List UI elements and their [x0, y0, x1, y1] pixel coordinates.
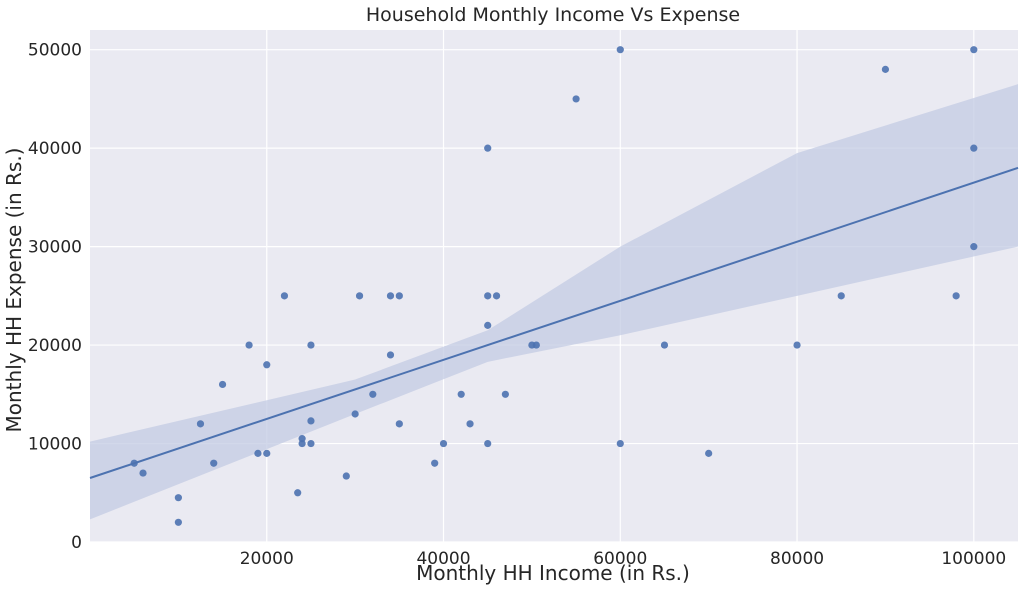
data-point — [484, 321, 492, 329]
data-point — [386, 351, 395, 359]
data-point — [970, 243, 978, 251]
data-point — [307, 341, 315, 349]
data-point — [307, 439, 315, 448]
chart-title: Household Monthly Income Vs Expense — [366, 4, 740, 26]
y-tick-label: 0 — [71, 533, 82, 553]
y-tick-label: 10000 — [28, 435, 82, 455]
data-point — [572, 95, 580, 103]
data-point — [218, 380, 227, 389]
y-tick-label: 20000 — [28, 336, 82, 356]
data-point — [616, 439, 624, 448]
y-tick-label: 50000 — [28, 41, 82, 61]
data-point — [616, 46, 624, 54]
data-points — [130, 46, 978, 526]
data-point — [439, 439, 448, 448]
data-point — [342, 472, 350, 480]
x-tick-label: 60000 — [593, 549, 647, 569]
data-point — [484, 292, 492, 300]
data-point — [210, 459, 218, 467]
data-point — [174, 494, 182, 502]
data-point — [532, 341, 540, 349]
data-point — [196, 420, 205, 428]
data-point — [970, 144, 978, 152]
data-point — [263, 361, 271, 369]
data-point — [174, 518, 182, 526]
data-point — [492, 292, 501, 300]
data-point — [457, 390, 465, 398]
data-point — [705, 449, 713, 457]
x-tick-label: 80000 — [770, 549, 824, 569]
y-tick-label: 30000 — [28, 238, 82, 258]
data-point — [369, 390, 377, 398]
x-tick-labels: 20000 40000 60000 80000 100000 — [240, 549, 1007, 569]
plot-background — [90, 30, 1018, 542]
data-point — [660, 341, 669, 349]
y-tick-labels: 0 10000 20000 30000 40000 50000 — [28, 41, 82, 553]
data-point — [254, 449, 262, 457]
data-point — [351, 410, 359, 418]
data-point — [837, 292, 845, 300]
x-tick-label: 20000 — [240, 549, 294, 569]
data-point — [139, 469, 147, 477]
data-point — [431, 459, 439, 467]
x-tick-label: 100000 — [941, 549, 1006, 569]
data-point — [484, 439, 492, 448]
data-point — [280, 292, 289, 300]
data-point — [484, 144, 492, 152]
y-tick-label: 40000 — [28, 139, 82, 159]
data-point — [386, 292, 395, 300]
data-point — [130, 459, 138, 467]
x-axis-label: Monthly HH Income (in Rs.) — [416, 561, 690, 585]
data-point — [298, 435, 306, 443]
data-point — [307, 417, 315, 425]
confidence-band — [90, 84, 1018, 520]
data-point — [395, 292, 403, 300]
data-point — [970, 46, 978, 54]
data-point — [395, 420, 403, 428]
data-point — [298, 439, 306, 448]
data-point — [245, 341, 253, 349]
data-point — [466, 420, 474, 428]
data-point — [263, 449, 271, 457]
y-axis-label: Monthly HH Expense (in Rs.) — [2, 148, 26, 433]
data-point — [952, 292, 960, 300]
x-tick-label: 40000 — [416, 549, 470, 569]
data-point — [793, 341, 801, 349]
regression-line — [89, 166, 1019, 479]
data-point — [881, 65, 890, 73]
data-point — [294, 489, 302, 497]
data-point — [501, 390, 509, 398]
data-point — [355, 292, 364, 300]
